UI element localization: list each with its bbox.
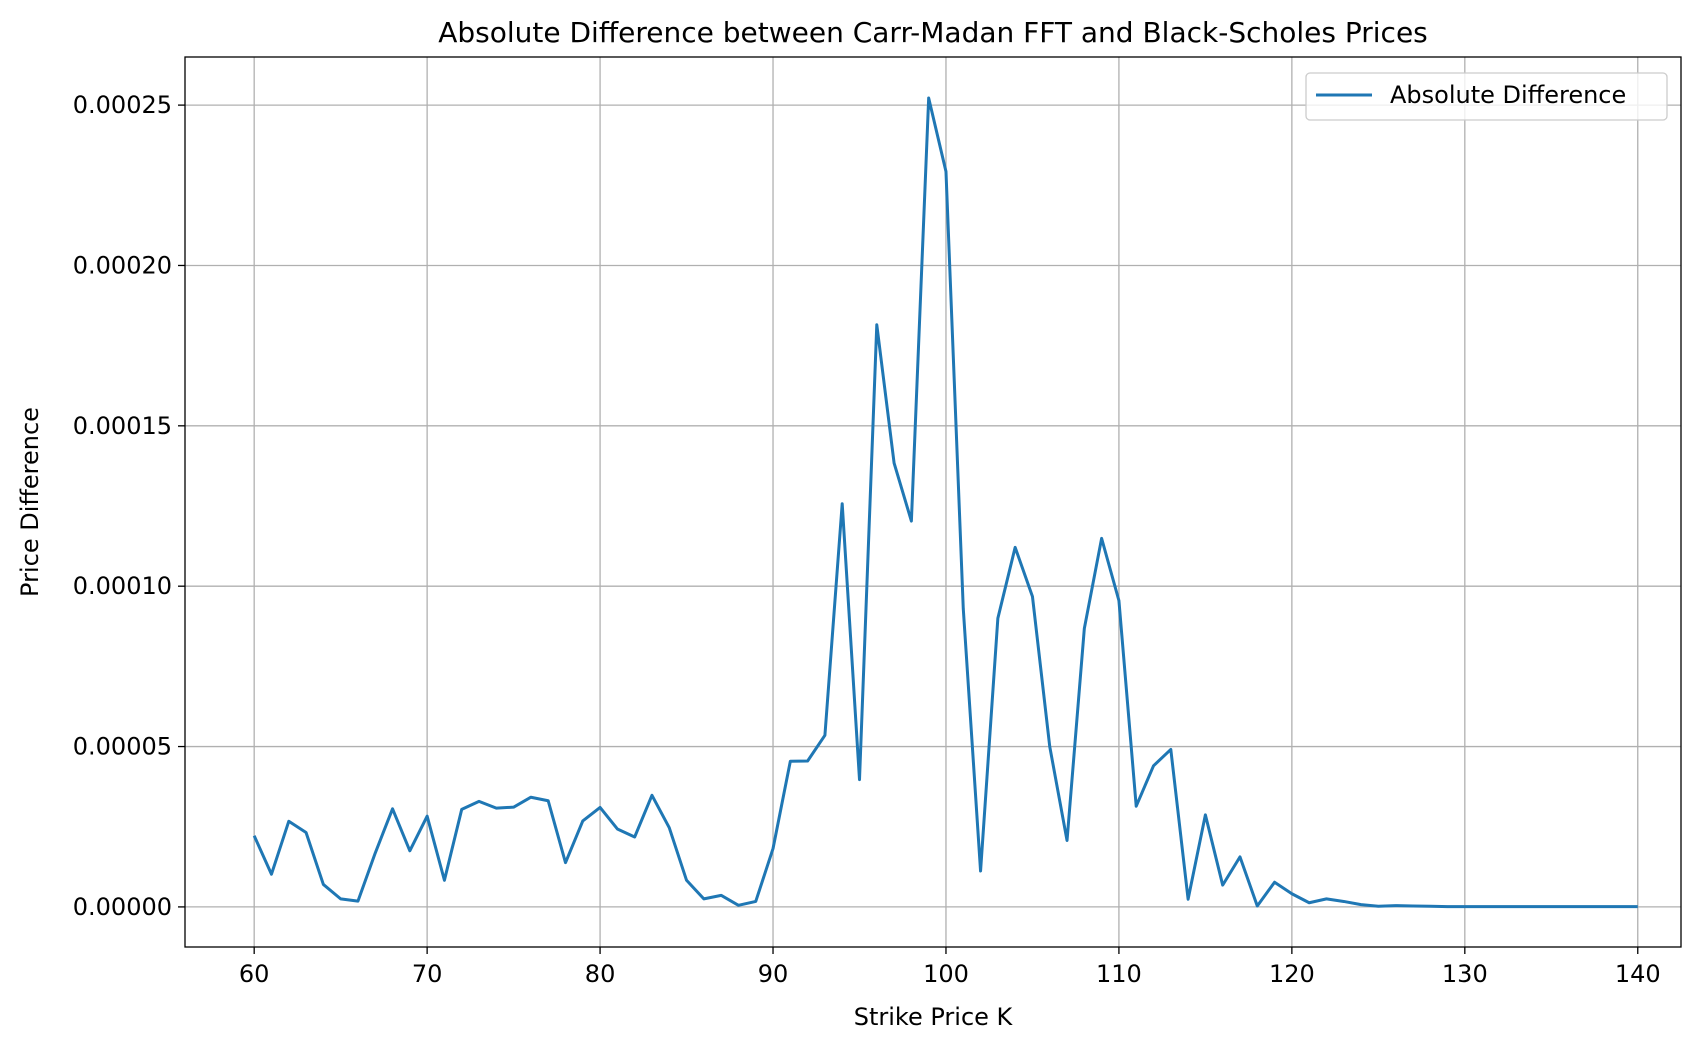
x-tick-label: 110	[1096, 960, 1142, 988]
y-tick-label: 0.00020	[73, 251, 172, 279]
y-tick-label: 0.00000	[73, 893, 172, 921]
x-axis-ticks: 60 70 80 90 100 110 120 130 140	[239, 947, 1661, 988]
x-tick-label: 130	[1442, 960, 1488, 988]
series-line-absolute-difference	[252, 96, 1638, 909]
legend-label-absolute-difference: Absolute Difference	[1390, 81, 1626, 109]
series-layer	[252, 96, 1638, 909]
y-tick-label: 0.00025	[73, 91, 172, 119]
x-tick-label: 70	[412, 960, 443, 988]
x-tick-label: 80	[585, 960, 616, 988]
y-axis-label: Price Difference	[16, 407, 44, 597]
legend-box	[1305, 72, 1668, 121]
chart-title: Absolute Difference between Carr-Madan F…	[438, 16, 1428, 49]
y-tick-label: 0.00005	[73, 733, 172, 761]
x-tick-label: 90	[758, 960, 789, 988]
x-tick-label: 60	[239, 960, 270, 988]
plot-area-frame	[184, 56, 1682, 948]
x-tick-label: 140	[1615, 960, 1661, 988]
x-tick-label: 100	[923, 960, 969, 988]
x-axis-label: Strike Price K	[854, 1003, 1014, 1031]
legend: Absolute Difference	[1305, 72, 1668, 121]
y-tick-label: 0.00015	[73, 412, 172, 440]
y-tick-label: 0.00010	[73, 572, 172, 600]
x-tick-label: 120	[1269, 960, 1315, 988]
y-axis-ticks: 0.00000 0.00005 0.00010 0.00015 0.00020 0.000…	[73, 91, 185, 921]
